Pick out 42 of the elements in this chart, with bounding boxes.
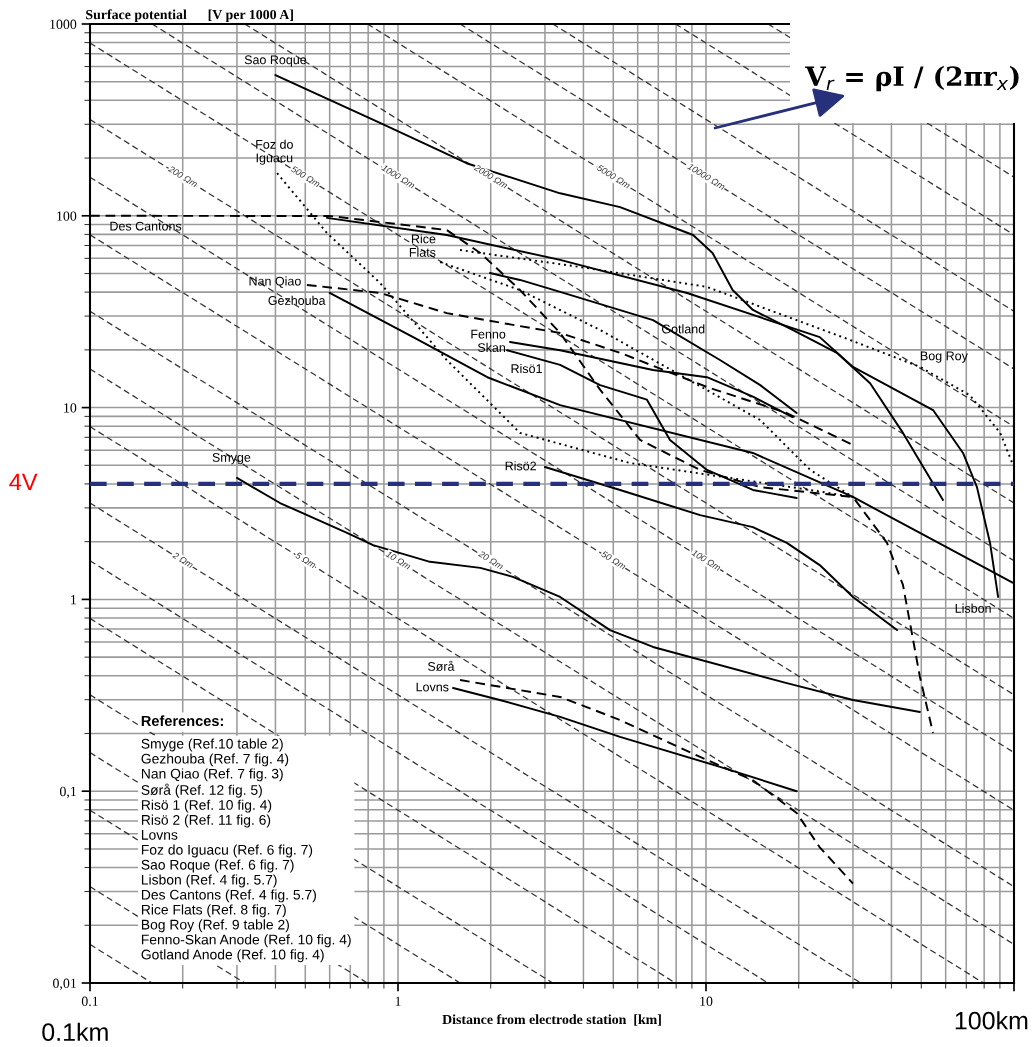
series-label: 5000 Ωm — [596, 164, 631, 189]
y-tick-label: 1 — [71, 595, 76, 605]
series-label: 1000 Ωm — [381, 164, 416, 189]
series-label: 5 Ωm — [294, 551, 317, 569]
series-label: 10 Ωm — [385, 550, 412, 570]
y-tick-label: 10 — [64, 403, 77, 413]
y-axis-title: Surface potential [V per 1000 A] — [86, 9, 293, 23]
text: 100km — [955, 1011, 1028, 1030]
text: Smyge (Ref.10 table 2) Gezhouba (Ref. 7 fig. 4) Nan Qiao (Ref. 7 fig. 3) Sørå (Ref. 12 fig. 5) Risö 1 (Ref. 10 fig. 4) Risö 2 (Ref. 11 fig. 6) Lovns Foz do Iguacu (Ref. 6 fig. 7) Sao Roque (Ref. 6 fig. 7) Lisbon (Ref. 4 fig. 5.7) Des Cantons (Ref. 4 fig. 5.7) Rice Flats (Ref. 8 fig. 7) Bog Roy (Ref. 9 table 2) Fenno-Skan Anode (Ref. 10 fig. 4) Gotland Anode (Ref. 10 fig. 4) — [141, 738, 351, 963]
y-tick-label: 0,1 — [59, 786, 76, 799]
x-axis-title: Distance from electrode station [km] — [442, 1014, 661, 1026]
annotation: References: — [141, 715, 223, 727]
x-tick-label: 0.1 — [81, 996, 98, 1007]
series-label: Des Cantons — [110, 221, 182, 231]
series-label: 100 Ωm — [691, 549, 722, 572]
text: 0.1km — [42, 1022, 108, 1042]
series-label: Nan Qiao — [249, 276, 301, 288]
series-label: 2 Ωm — [172, 551, 194, 569]
series-label: 200 Ωm — [167, 165, 199, 188]
series-label: Bog Roy — [920, 351, 968, 363]
series-label: 50 Ωm — [600, 550, 627, 570]
y-tick-label: 0,01 — [53, 978, 76, 990]
y-tick-label: 1000 — [50, 19, 77, 29]
series-label: Lovns — [416, 682, 449, 692]
series-label: Rice Flats — [409, 234, 436, 257]
ref-line-label: 4V — [9, 473, 38, 491]
series-label: Foz do Iguacu — [256, 139, 293, 165]
series-label: Fenno Skan — [471, 329, 506, 353]
series-label: Risö2 — [505, 461, 536, 471]
x-tick-label: 10 — [700, 996, 713, 1006]
x-tick-label: 1 — [395, 996, 401, 1006]
series-label: Gezhouba — [268, 295, 326, 305]
series-label: Risö1 — [511, 363, 542, 374]
y-tick-label: 100 — [57, 211, 77, 221]
series-label: Lisbon — [955, 603, 991, 613]
annotation: V$_{r}$ = ρI / (2πr$_{x}$) — [805, 65, 1019, 92]
series-label: Sao Roque — [244, 55, 307, 67]
series-label: 2000 Ωm — [473, 164, 509, 189]
series-label: Smyge — [212, 452, 251, 465]
series-label: 500 Ωm — [290, 165, 321, 188]
series-label: Sørå — [427, 660, 455, 671]
series-label: 20 Ωm — [477, 550, 504, 570]
